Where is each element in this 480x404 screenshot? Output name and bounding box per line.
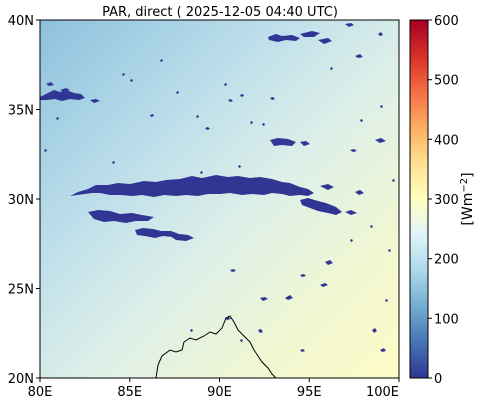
colorbar-tick-label: 300 (434, 193, 459, 208)
x-tick-label: 80E (28, 385, 53, 400)
colorbar-gradient (409, 19, 429, 379)
map-panel (40, 20, 399, 378)
y-tick-label: 30N (8, 193, 34, 208)
map-background (40, 20, 399, 378)
y-tick-label: 40N (8, 14, 34, 29)
colorbar-tick-label: 100 (434, 312, 459, 327)
x-tick-label: 95E (297, 385, 322, 400)
y-tick-labels: 20N 25N 30N 35N 40N (8, 14, 34, 387)
coastline (155, 315, 277, 378)
colorbar-tick-label: 500 (434, 74, 459, 89)
colorbar-tick-label: 200 (434, 253, 459, 268)
y-tick-label: 25N (8, 283, 34, 298)
x-tick-labels: 80E 85E 90E 95E 100E (28, 385, 399, 400)
x-tick-label: 85E (117, 385, 142, 400)
colorbar-tick-label: 0 (434, 372, 442, 387)
cloud-clusters (40, 23, 395, 352)
y-axis (36, 19, 40, 379)
colorbar-tick-label: 600 (434, 14, 459, 29)
colorbar: 0 100 200 300 400 500 600 [Wm−2] (409, 14, 476, 387)
colorbar-tick-label: 400 (434, 133, 459, 148)
map-title: PAR, direct ( 2025-12-05 04:40 UTC) (102, 5, 338, 20)
x-axis (39, 378, 400, 382)
y-tick-label: 35N (8, 104, 34, 119)
x-tick-label: 90E (207, 385, 232, 400)
x-tick-label: 100E (366, 385, 399, 400)
colorbar-unit-label: [Wm−2] (459, 172, 476, 225)
y-tick-label: 20N (8, 372, 34, 387)
